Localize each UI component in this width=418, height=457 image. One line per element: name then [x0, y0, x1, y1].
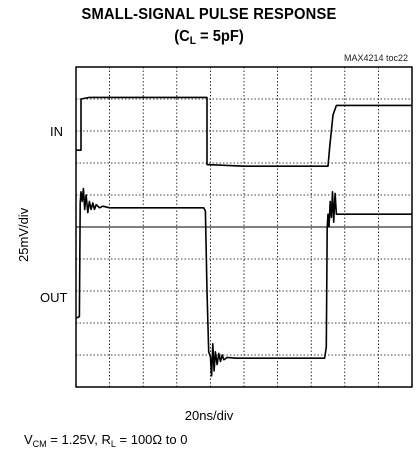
- series-label-in: IN: [50, 124, 63, 139]
- figure-tag: MAX4214 toc22: [343, 53, 408, 63]
- chart-subtitle: (CL = 5pF): [174, 28, 244, 47]
- x-axis-label: 20ns/div: [184, 408, 234, 423]
- trace-in: [76, 96, 412, 167]
- trace-out: [75, 187, 412, 377]
- y-axis-label: 25mV/div: [16, 207, 31, 262]
- chart-title: SMALL-SIGNAL PULSE RESPONSE: [81, 6, 337, 23]
- test-conditions: VCM = 1.25V, RL = 100Ω to 0: [24, 432, 188, 449]
- plot-frame: [75, 66, 413, 388]
- series-label-out: OUT: [40, 290, 68, 305]
